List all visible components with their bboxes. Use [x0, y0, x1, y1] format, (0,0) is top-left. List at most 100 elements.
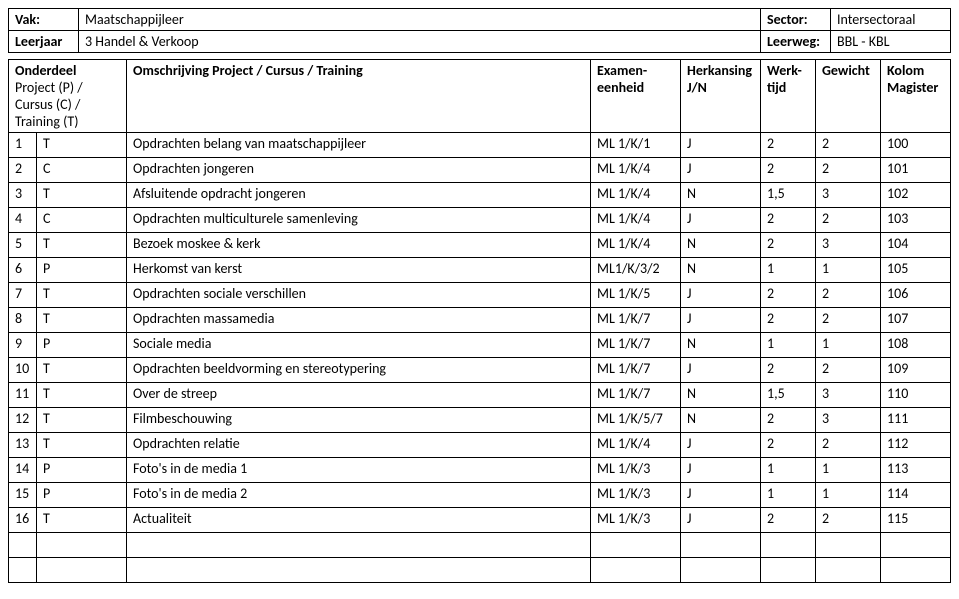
cell-n: 4	[9, 208, 37, 233]
table-row: 15PFoto's in de media 2ML 1/K/3J11114	[9, 483, 951, 508]
cell-kolom: 108	[881, 333, 951, 358]
cell-kolom: 104	[881, 233, 951, 258]
cell-t: P	[37, 483, 127, 508]
header-row-vak: Vak: Maatschappijleer Sector: Intersecto…	[9, 9, 951, 31]
vak-value: Maatschappijleer	[79, 9, 761, 31]
table-row: 6PHerkomst van kerstML1/K/3/2N11105	[9, 258, 951, 283]
cell-desc: Foto's in de media 1	[127, 458, 591, 483]
cell-desc: Herkomst van kerst	[127, 258, 591, 283]
cell-gew: 2	[816, 508, 881, 533]
cell-t: T	[37, 383, 127, 408]
cell-t: T	[37, 308, 127, 333]
cell-werk: 2	[761, 233, 816, 258]
cell-gew: 2	[816, 133, 881, 158]
cell-n: 12	[9, 408, 37, 433]
cell-werk: 1	[761, 483, 816, 508]
cell-werk: 2	[761, 133, 816, 158]
cell-desc: Opdrachten relatie	[127, 433, 591, 458]
cell-gew: 1	[816, 483, 881, 508]
leerjaar-value: 3 Handel & Verkoop	[79, 31, 761, 53]
cell-kolom: 102	[881, 183, 951, 208]
cell-kolom: 115	[881, 508, 951, 533]
cell-herk: J	[681, 158, 761, 183]
cell-desc: Foto's in de media 2	[127, 483, 591, 508]
cell-gew: 2	[816, 208, 881, 233]
col-kolom: Kolom Magister	[881, 60, 951, 133]
cell-werk: 2	[761, 283, 816, 308]
cell-n: 6	[9, 258, 37, 283]
vak-label: Vak:	[9, 9, 79, 31]
table-row	[9, 558, 951, 583]
cell-exam: ML 1/K/4	[591, 233, 681, 258]
cell-exam: ML 1/K/4	[591, 433, 681, 458]
cell-werk: 2	[761, 308, 816, 333]
table-row: 7TOpdrachten sociale verschillenML 1/K/5…	[9, 283, 951, 308]
cell-herk: J	[681, 483, 761, 508]
cell-gew: 1	[816, 258, 881, 283]
cell-herk: J	[681, 358, 761, 383]
cell-desc: Opdrachten jongeren	[127, 158, 591, 183]
cell-t	[37, 558, 127, 583]
cell-exam	[591, 533, 681, 558]
cell-kolom: 112	[881, 433, 951, 458]
cell-exam: ML 1/K/1	[591, 133, 681, 158]
cell-n: 3	[9, 183, 37, 208]
table-row: 16TActualiteitML 1/K/3J22115	[9, 508, 951, 533]
cell-n: 16	[9, 508, 37, 533]
cell-t: C	[37, 208, 127, 233]
cell-herk: J	[681, 433, 761, 458]
cell-werk	[761, 533, 816, 558]
leerweg-value: BBL - KBL	[831, 31, 951, 53]
cell-t: T	[37, 358, 127, 383]
cell-n: 10	[9, 358, 37, 383]
cell-werk: 1,5	[761, 383, 816, 408]
sector-value: Intersectoraal	[831, 9, 951, 31]
leerweg-label: Leerweg:	[761, 31, 831, 53]
table-row: 8TOpdrachten massamediaML 1/K/7J22107	[9, 308, 951, 333]
cell-kolom: 109	[881, 358, 951, 383]
cell-n: 7	[9, 283, 37, 308]
table-row: 2COpdrachten jongerenML 1/K/4J22101	[9, 158, 951, 183]
cell-herk: N	[681, 258, 761, 283]
cell-herk: N	[681, 333, 761, 358]
table-row: 5TBezoek moskee & kerkML 1/K/4N23104	[9, 233, 951, 258]
cell-herk: N	[681, 408, 761, 433]
cell-t: T	[37, 433, 127, 458]
cell-exam: ML 1/K/7	[591, 333, 681, 358]
cell-kolom: 106	[881, 283, 951, 308]
cell-gew: 3	[816, 233, 881, 258]
table-row: 9PSociale mediaML 1/K/7N11108	[9, 333, 951, 358]
cell-desc: Bezoek moskee & kerk	[127, 233, 591, 258]
table-header-row: Onderdeel Project (P) / Cursus (C) / Tra…	[9, 60, 951, 133]
table-row: 1TOpdrachten belang van maatschappijleer…	[9, 133, 951, 158]
table-row: 13TOpdrachten relatieML 1/K/4J22112	[9, 433, 951, 458]
cell-werk: 2	[761, 408, 816, 433]
col-gewicht: Gewicht	[816, 60, 881, 133]
cell-n: 14	[9, 458, 37, 483]
cell-gew: 2	[816, 433, 881, 458]
leerjaar-label: Leerjaar	[9, 31, 79, 53]
cell-exam: ML 1/K/3	[591, 483, 681, 508]
cell-werk: 2	[761, 508, 816, 533]
cell-herk: J	[681, 133, 761, 158]
cell-t: T	[37, 133, 127, 158]
cell-kolom: 105	[881, 258, 951, 283]
cell-t: P	[37, 333, 127, 358]
cell-n: 5	[9, 233, 37, 258]
sector-label: Sector:	[761, 9, 831, 31]
cell-werk: 2	[761, 433, 816, 458]
cell-exam: ML 1/K/7	[591, 383, 681, 408]
cell-t	[37, 533, 127, 558]
cell-exam	[591, 558, 681, 583]
col-examen: Examen-eenheid	[591, 60, 681, 133]
cell-kolom	[881, 533, 951, 558]
col-onderdeel-label: Onderdeel	[15, 62, 76, 79]
cell-herk: J	[681, 458, 761, 483]
cell-n: 15	[9, 483, 37, 508]
cell-exam: ML 1/K/7	[591, 308, 681, 333]
table-row: 3TAfsluitende opdracht jongerenML 1/K/4N…	[9, 183, 951, 208]
cell-werk: 1	[761, 458, 816, 483]
cell-werk: 1,5	[761, 183, 816, 208]
cell-desc: Afsluitende opdracht jongeren	[127, 183, 591, 208]
cell-werk: 1	[761, 258, 816, 283]
